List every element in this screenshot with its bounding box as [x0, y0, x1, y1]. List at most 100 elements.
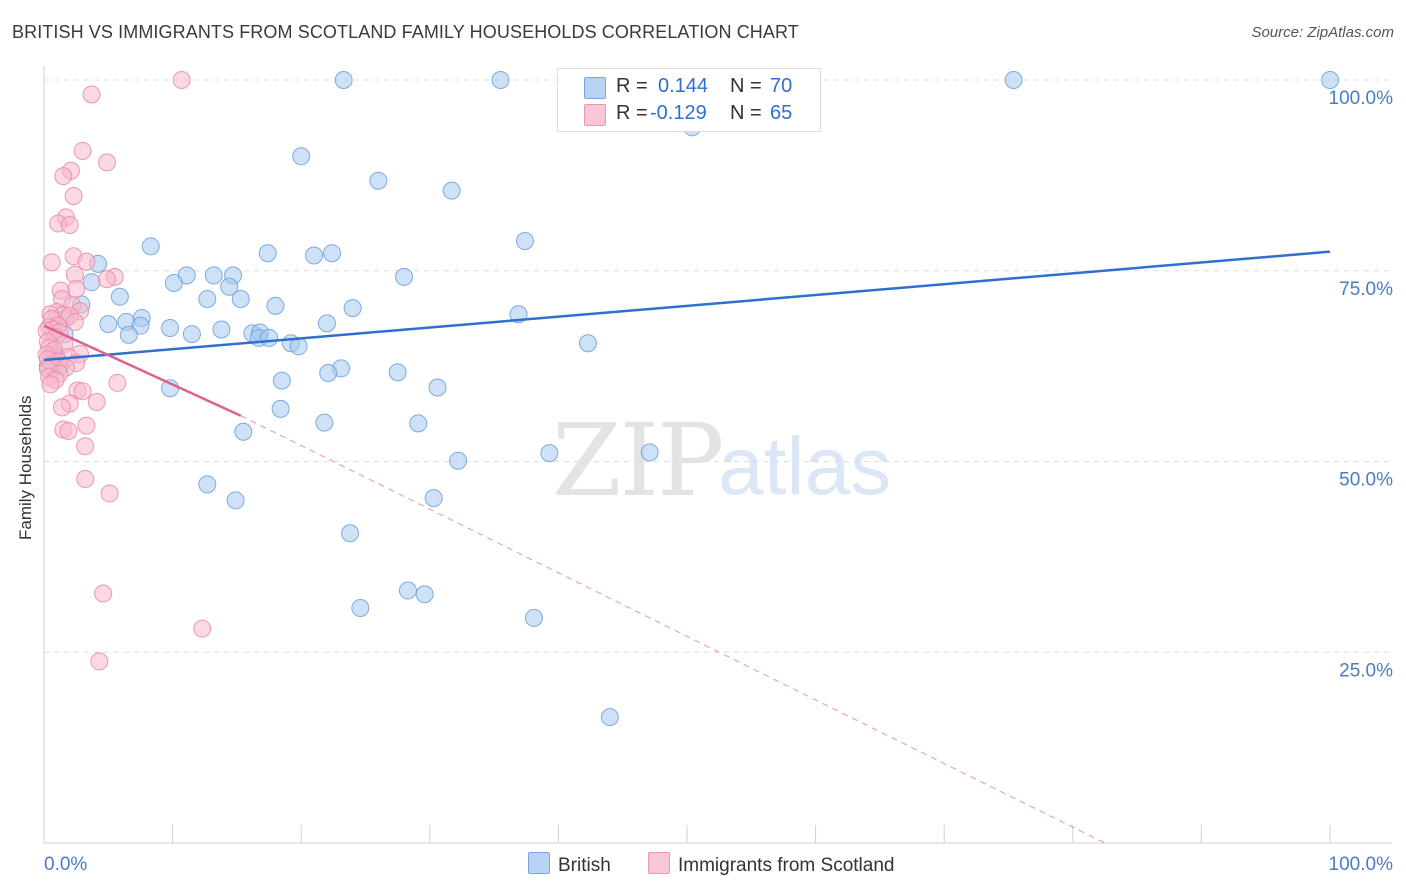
british-point: [226, 491, 245, 510]
bottom-legend-british: British: [528, 852, 611, 877]
british-point: [640, 443, 659, 462]
scotland-point: [172, 71, 191, 89]
legend-n-value: 70: [770, 75, 793, 97]
legend-r-label: R =: [616, 102, 648, 124]
british-point: [341, 524, 360, 543]
scotland-point: [73, 141, 92, 160]
y-axis-label: Family Households: [16, 395, 35, 540]
bottom-legend-british-label: British: [558, 855, 611, 876]
british-point: [334, 71, 353, 89]
british-point: [449, 451, 468, 470]
british-point: [271, 399, 290, 418]
british-point: [198, 475, 217, 494]
stats-legend: R = 0.144 N = 70 R = -0.129 N = 65: [557, 68, 821, 132]
british-trend-line: [43, 250, 1331, 362]
british-point: [258, 244, 277, 263]
british-swatch: [584, 77, 606, 99]
british-point: [424, 489, 443, 508]
y-tick-label: 50.0%: [1339, 470, 1393, 491]
british-point: [272, 371, 291, 390]
scotland-trend-extension: [240, 415, 1106, 844]
british-point: [231, 289, 250, 308]
scotland-point: [193, 619, 212, 638]
british-point: [161, 318, 180, 337]
scotland-point: [65, 312, 84, 331]
chart-title: BRITISH VS IMMIGRANTS FROM SCOTLAND FAMI…: [12, 22, 799, 42]
scotland-point: [76, 470, 95, 489]
scotland-point: [67, 280, 86, 299]
british-point: [398, 581, 417, 600]
scotland-point: [82, 85, 101, 104]
british-point: [395, 267, 414, 286]
british-point: [220, 277, 239, 296]
legend-row-british: R = 0.144 N = 70: [558, 73, 820, 101]
scotland-point: [90, 652, 109, 671]
scotland-legend-swatch: [648, 852, 670, 874]
scotland-point: [77, 416, 96, 435]
bottom-legend-scotland: Immigrants from Scotland: [648, 852, 894, 877]
watermark-atlas: atlas: [718, 421, 892, 512]
scotland-point: [60, 215, 79, 234]
scotland-point: [76, 437, 95, 456]
x-tick-label: 100.0%: [1329, 854, 1394, 875]
british-point: [164, 273, 183, 292]
legend-n-value: 65: [770, 102, 793, 124]
scotland-swatch: [584, 104, 606, 126]
scotland-point: [98, 270, 117, 289]
british-point: [524, 608, 543, 627]
scotland-point: [108, 373, 127, 392]
scotland-point: [100, 484, 119, 503]
scotland-point: [41, 375, 60, 394]
scotland-point: [59, 421, 78, 440]
legend-r-value: -0.129: [650, 102, 707, 124]
british-point: [119, 325, 138, 344]
british-point: [266, 296, 285, 315]
scotland-point: [98, 153, 117, 172]
legend-r-label: R =: [616, 75, 648, 97]
british-point: [234, 422, 253, 441]
y-tick-label: 100.0%: [1329, 88, 1394, 109]
british-point: [1004, 71, 1023, 89]
source-label: Source: ZipAtlas.com: [1251, 24, 1394, 41]
british-point: [110, 287, 129, 306]
scotland-point: [94, 584, 113, 603]
british-point: [491, 71, 510, 89]
y-tick-label: 25.0%: [1339, 660, 1393, 681]
british-point: [315, 413, 334, 432]
legend-row-scotland: R = -0.129 N = 65: [558, 100, 820, 128]
british-legend-swatch: [528, 852, 550, 874]
legend-n-label: N =: [730, 102, 762, 124]
british-point: [409, 414, 428, 433]
british-point: [540, 444, 559, 463]
british-point: [600, 708, 619, 727]
british-point: [212, 320, 231, 339]
scotland-trend-line: [43, 324, 242, 417]
scotland-point: [42, 253, 61, 272]
scotland-point: [87, 392, 106, 411]
british-point: [1321, 71, 1339, 89]
watermark-zip: ZIP: [552, 402, 724, 519]
scotland-point: [77, 252, 96, 271]
scotland-point: [73, 382, 92, 401]
british-point: [323, 244, 342, 263]
scotland-point: [53, 398, 72, 417]
british-point: [351, 598, 370, 617]
british-point: [289, 337, 308, 356]
british-point: [99, 315, 118, 334]
bottom-legend-scotland-label: Immigrants from Scotland: [678, 855, 895, 876]
british-point: [141, 237, 160, 256]
british-point: [204, 266, 223, 285]
british-point: [428, 378, 447, 397]
british-point: [369, 171, 388, 190]
british-point: [388, 363, 407, 382]
british-point: [198, 289, 217, 308]
british-point: [319, 363, 338, 382]
british-point: [260, 328, 279, 347]
british-point: [182, 325, 201, 344]
british-point: [82, 273, 101, 292]
y-tick-label: 75.0%: [1339, 279, 1393, 300]
british-point: [305, 246, 324, 265]
british-point: [515, 231, 534, 250]
british-point: [343, 299, 362, 318]
